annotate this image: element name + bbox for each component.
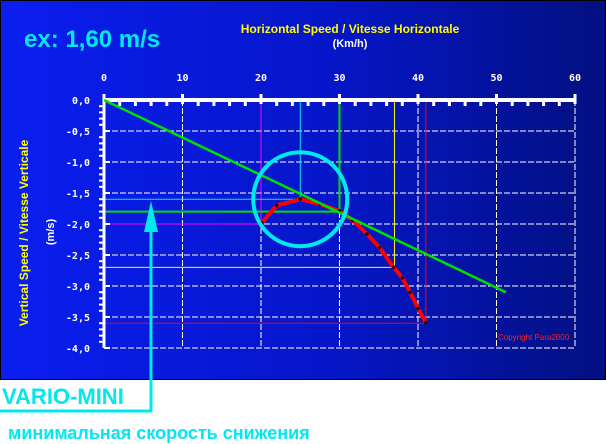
x-axis-unit: (Km/h) bbox=[332, 38, 368, 50]
copyright: Copyright Para2000 bbox=[498, 333, 570, 342]
x-tick-label: 10 bbox=[176, 73, 188, 84]
min-sink-caption: минимальная скорость снижения bbox=[8, 423, 310, 443]
y-tick-label: -1,5 bbox=[66, 189, 90, 200]
highlight-circle bbox=[251, 150, 350, 249]
y-tick-label: -4,0 bbox=[66, 344, 90, 355]
y-tick-label: -2,5 bbox=[66, 251, 90, 262]
chart-title: Horizontal Speed / Vitesse Horizontale bbox=[240, 22, 460, 36]
data-point bbox=[364, 231, 370, 237]
data-point bbox=[423, 320, 428, 325]
data-point bbox=[377, 245, 382, 250]
y-axis-label: Vertical Speed / Vitesse Verticale bbox=[17, 139, 31, 327]
data-point bbox=[400, 275, 405, 281]
y-tick-label: -3,0 bbox=[66, 282, 90, 293]
y-axis-unit: (m/s) bbox=[45, 218, 57, 246]
y-tick-label: -3,5 bbox=[66, 313, 90, 324]
example-label: ex: 1,60 m/s bbox=[24, 26, 161, 53]
data-point bbox=[391, 265, 396, 270]
data-point bbox=[274, 203, 279, 208]
y-tick-label: 0,0 bbox=[72, 96, 90, 107]
x-tick-label: 20 bbox=[255, 73, 267, 84]
x-tick-label: 40 bbox=[412, 73, 424, 84]
vario-mini-label: VARIO-MINI bbox=[2, 384, 124, 409]
data-point bbox=[298, 197, 303, 202]
x-tick-label: 50 bbox=[490, 73, 502, 84]
y-tick-label: -1,0 bbox=[66, 158, 90, 169]
leader-line bbox=[0, 230, 153, 413]
tangent-line bbox=[103, 98, 507, 294]
y-tick-label: -2,0 bbox=[66, 220, 90, 231]
arrow-up-icon bbox=[144, 201, 158, 232]
y-tick-label: -0,5 bbox=[66, 127, 90, 138]
x-tick-label: 60 bbox=[569, 73, 581, 84]
x-tick-label: 0 bbox=[101, 73, 107, 84]
x-tick-label: 30 bbox=[333, 73, 345, 84]
data-point bbox=[408, 290, 413, 295]
data-point bbox=[415, 306, 421, 311]
